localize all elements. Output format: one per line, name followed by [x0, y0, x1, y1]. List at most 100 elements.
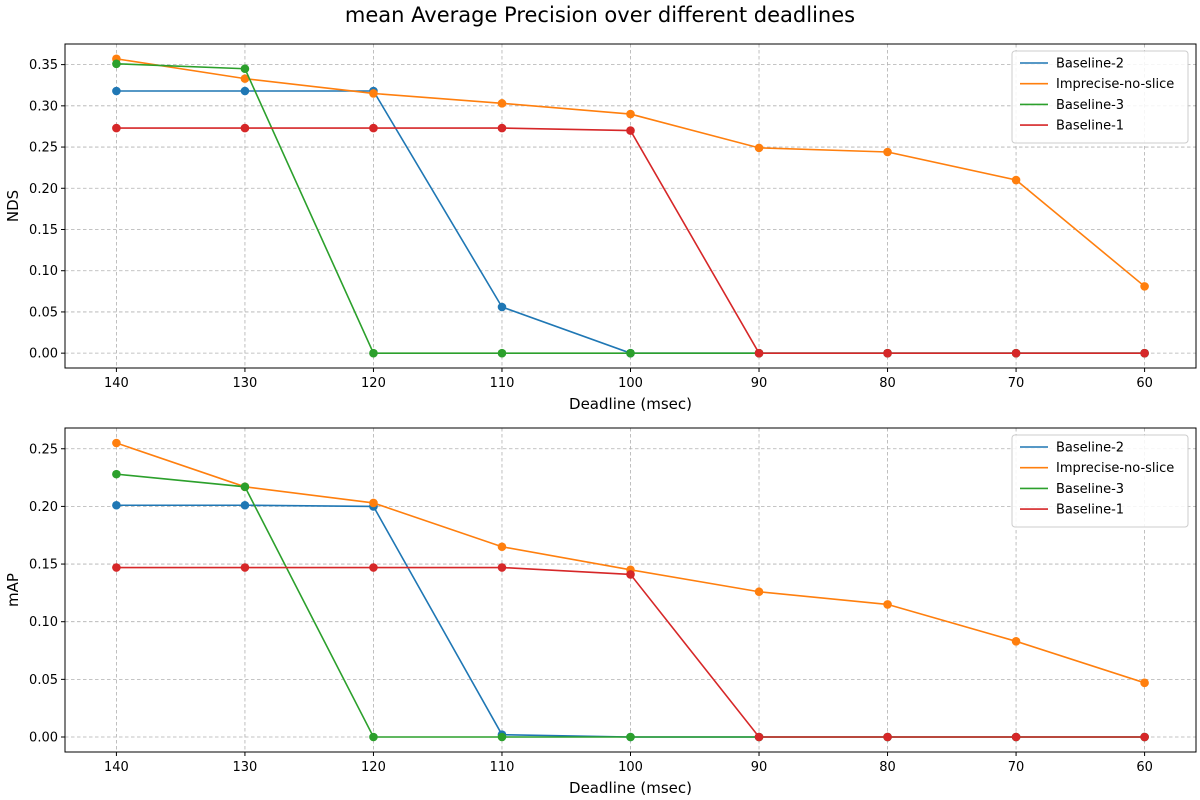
data-point: [1140, 348, 1149, 358]
x-axis-label: Deadline (msec): [569, 779, 692, 797]
data-point: [112, 123, 121, 133]
data-point: [497, 348, 507, 358]
data-point: [112, 563, 121, 572]
x-tick-label: 70: [1008, 760, 1025, 775]
x-tick-label: 100: [618, 760, 643, 775]
data-point: [497, 302, 507, 312]
data-point: [112, 469, 121, 479]
legend-entry: Baseline-1: [1056, 503, 1124, 518]
data-point: [112, 438, 121, 448]
data-point: [497, 99, 507, 108]
legend-entry: Baseline-2: [1056, 57, 1124, 72]
x-tick-label: 60: [1136, 760, 1153, 775]
x-tick-label: 90: [751, 376, 768, 391]
y-tick-label: 0.00: [29, 347, 58, 362]
data-point: [369, 498, 378, 508]
x-tick-label: 140: [104, 760, 129, 775]
y-tick-label: 0.10: [29, 615, 58, 630]
series-line: [116, 127, 1145, 354]
data-point: [112, 59, 121, 69]
data-point: [754, 732, 764, 742]
legend: Baseline-2 Imprecise-no-slice Baseline-3 Ba…: [1011, 434, 1189, 528]
y-tick-label: 0.00: [29, 731, 58, 746]
x-tick-label: 90: [751, 760, 768, 775]
y-tick-label: 0.20: [29, 182, 58, 197]
series-baseline-1: [112, 123, 1149, 358]
y-tick-label: 0.15: [29, 223, 58, 238]
legend-entry: Baseline-1: [1056, 119, 1124, 134]
y-tick-label: 0.05: [29, 673, 58, 688]
x-tick-label: 110: [490, 376, 515, 391]
legend: Baseline-2 Imprecise-no-slice Baseline-3 Ba…: [1011, 50, 1189, 144]
series-imprecise-no-slice: [112, 54, 1149, 291]
x-tick-label: 130: [233, 760, 258, 775]
data-point: [626, 732, 635, 742]
data-point: [240, 123, 250, 133]
data-point: [112, 86, 121, 96]
legend-entry: Baseline-2: [1056, 441, 1124, 456]
data-point: [1011, 637, 1021, 646]
legend-frame: [1011, 50, 1189, 144]
data-point: [754, 348, 764, 358]
data-point: [369, 123, 378, 133]
y-axis-label: mAP: [4, 573, 22, 607]
data-point: [754, 587, 764, 597]
data-point: [369, 732, 378, 742]
data-point: [1140, 678, 1149, 688]
data-point: [1140, 282, 1149, 291]
data-point: [497, 732, 507, 742]
y-tick-label: 0.15: [29, 558, 58, 573]
x-tick-label: 80: [879, 376, 896, 391]
data-point: [883, 348, 892, 358]
x-tick-label: 140: [104, 376, 129, 391]
data-point: [369, 348, 378, 358]
legend-frame: [1011, 434, 1189, 528]
data-point: [626, 348, 635, 358]
y-tick-label: 0.25: [29, 141, 58, 156]
data-point: [112, 500, 121, 510]
data-point: [497, 563, 507, 572]
y-axis-label: NDS: [4, 190, 22, 222]
data-point: [240, 64, 250, 74]
y-tick-label: 0.05: [29, 305, 58, 320]
data-point: [626, 570, 635, 579]
y-tick-label: 0.30: [29, 99, 58, 114]
map-subplot: 140 130 120 110 100 90 80 70 60 0.00 0.05 0.10 0.15 0…: [4, 427, 1197, 797]
x-tick-label: 60: [1136, 376, 1153, 391]
legend-entry: Baseline-3: [1056, 482, 1124, 497]
data-point: [883, 600, 892, 609]
data-point: [497, 123, 507, 133]
series-baseline-1: [112, 563, 1149, 742]
data-point: [240, 482, 250, 492]
data-point: [240, 563, 250, 572]
data-point: [883, 732, 892, 742]
x-tick-label: 130: [233, 376, 258, 391]
data-point: [1011, 175, 1021, 185]
data-point: [240, 86, 250, 96]
y-tick-label: 0.10: [29, 264, 58, 279]
x-tick-label: 70: [1008, 376, 1025, 391]
data-point: [626, 109, 635, 119]
y-tick-label: 0.35: [29, 58, 58, 73]
x-tick-label: 110: [490, 760, 515, 775]
nds-subplot: 140 130 120 110 100 90 80 70 60 0.00 0.05 0.10 0.15 0…: [4, 43, 1197, 413]
y-tick-label: 0.25: [29, 442, 58, 457]
x-axis-label: Deadline (msec): [569, 395, 692, 413]
x-tick-label: 80: [879, 760, 896, 775]
data-point: [497, 542, 507, 552]
data-point: [883, 147, 892, 157]
data-point: [754, 143, 764, 153]
data-point: [369, 563, 378, 572]
legend-entry: Baseline-3: [1056, 98, 1124, 113]
y-tick-label: 0.20: [29, 500, 58, 515]
data-point: [1011, 732, 1021, 742]
data-point: [626, 126, 635, 135]
data-point: [240, 74, 250, 83]
data-point: [369, 89, 378, 98]
data-point: [1140, 732, 1149, 742]
legend-entry: Imprecise-no-slice: [1056, 461, 1174, 476]
x-tick-label: 100: [618, 376, 643, 391]
legend-entry: Imprecise-no-slice: [1056, 77, 1174, 92]
